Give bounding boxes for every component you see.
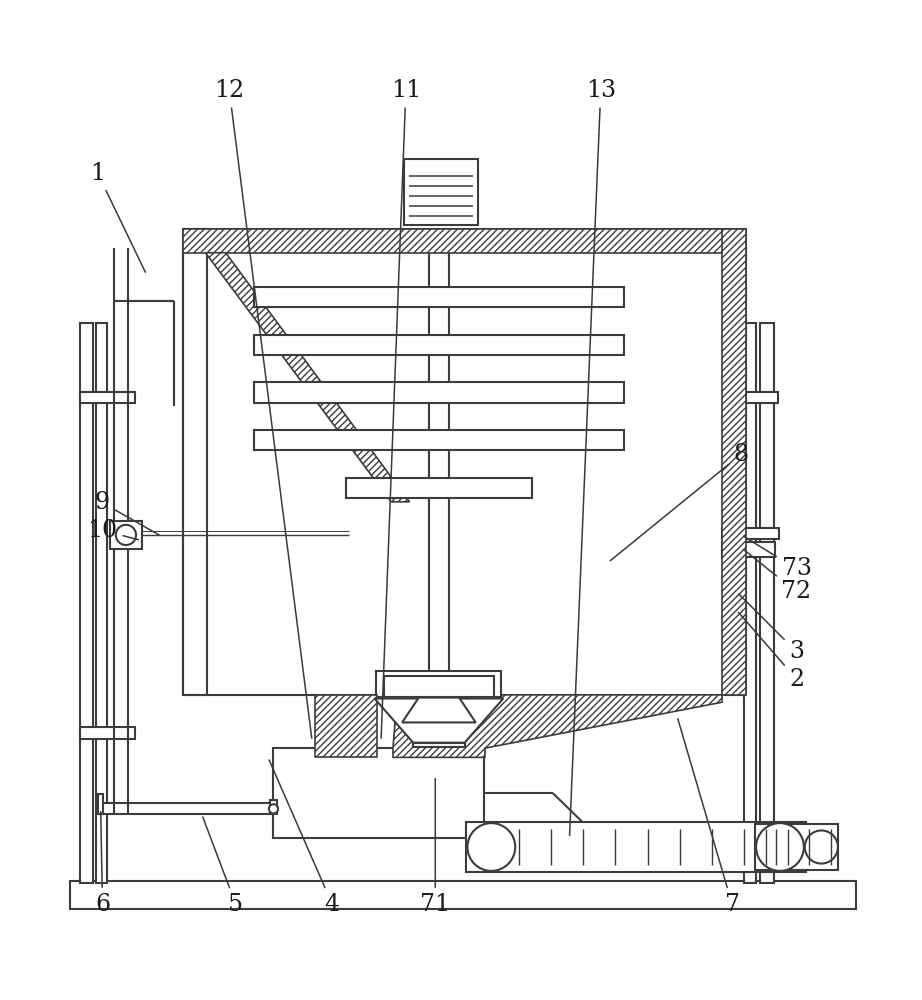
Bar <box>79 727 135 739</box>
Polygon shape <box>206 253 409 502</box>
Bar <box>376 671 502 697</box>
Text: 9: 9 <box>95 491 160 535</box>
Bar <box>254 287 623 307</box>
Text: 8: 8 <box>610 443 749 561</box>
Bar <box>466 822 806 872</box>
Bar <box>739 392 778 403</box>
Bar <box>183 229 207 695</box>
Polygon shape <box>183 229 746 253</box>
Text: 4: 4 <box>269 760 340 916</box>
Text: 5: 5 <box>203 817 243 916</box>
Bar <box>96 323 107 883</box>
Bar <box>254 382 623 403</box>
Text: 12: 12 <box>214 79 312 738</box>
Text: 71: 71 <box>420 779 450 916</box>
Text: 11: 11 <box>381 79 421 738</box>
Bar <box>346 478 532 498</box>
Polygon shape <box>722 229 746 695</box>
Circle shape <box>805 830 838 864</box>
Text: 1: 1 <box>90 162 146 272</box>
Circle shape <box>269 804 278 813</box>
Bar <box>744 323 756 883</box>
Bar <box>254 335 623 355</box>
Bar <box>98 794 103 814</box>
Circle shape <box>756 823 804 871</box>
Bar <box>79 323 93 883</box>
Bar <box>404 159 478 225</box>
Circle shape <box>467 823 515 871</box>
Bar <box>384 676 494 697</box>
Text: 7: 7 <box>678 719 739 916</box>
Text: 2: 2 <box>739 612 804 691</box>
Bar <box>110 521 142 549</box>
Bar <box>722 542 775 557</box>
Bar <box>270 800 278 814</box>
Text: 6: 6 <box>95 812 110 916</box>
Text: 10: 10 <box>88 519 138 542</box>
Bar <box>254 430 623 450</box>
Polygon shape <box>402 698 476 722</box>
Bar <box>79 392 135 403</box>
Bar <box>98 803 278 814</box>
Text: 13: 13 <box>570 79 616 835</box>
Text: 73: 73 <box>744 536 811 580</box>
Polygon shape <box>393 695 722 757</box>
Polygon shape <box>314 695 377 757</box>
Bar <box>722 528 779 539</box>
Bar <box>273 748 484 838</box>
Polygon shape <box>374 699 503 743</box>
Bar <box>70 881 857 909</box>
Bar <box>413 743 465 747</box>
Circle shape <box>116 525 136 545</box>
Text: 72: 72 <box>743 550 811 603</box>
Text: 3: 3 <box>739 594 804 663</box>
Bar <box>755 824 838 870</box>
Bar <box>760 323 774 883</box>
